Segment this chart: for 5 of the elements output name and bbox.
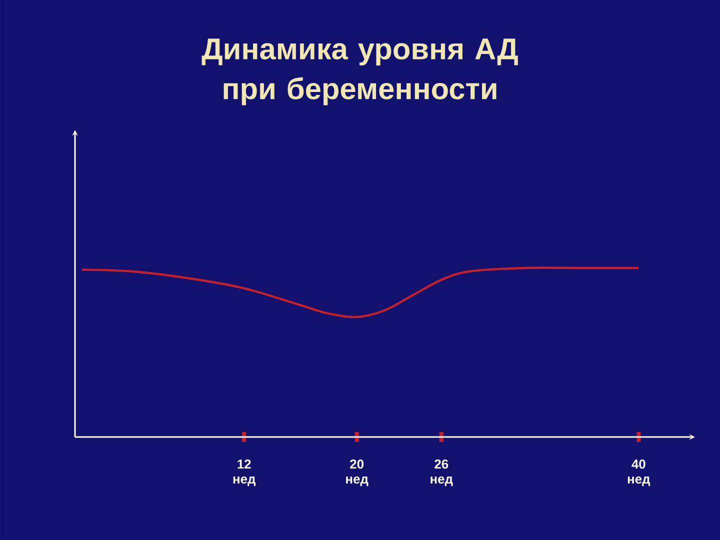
- x-tick-label: 40 нед: [628, 460, 650, 486]
- x-tick-label: 12 нед: [233, 460, 256, 486]
- x-tick-label: 20 нед: [346, 460, 368, 486]
- chart-title: Динамика уровня АД при беременности: [202, 38, 518, 106]
- x-tick-label: 26 нед: [430, 460, 453, 486]
